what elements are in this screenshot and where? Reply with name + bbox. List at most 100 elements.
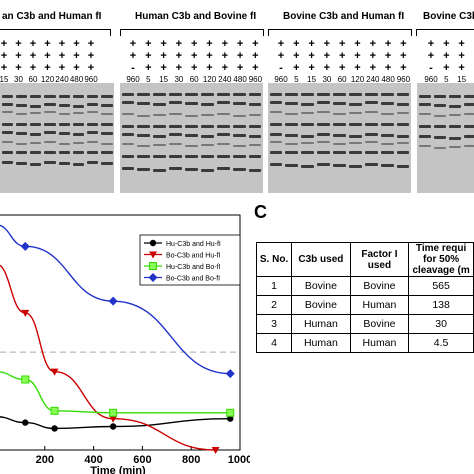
lane-time-label: 240 <box>55 75 69 84</box>
gel-band <box>348 135 362 138</box>
gel-band <box>269 123 283 126</box>
gel-band <box>448 137 461 140</box>
col-header-c3b: C3b used <box>291 242 351 277</box>
lane-plus-mark: + <box>73 38 80 50</box>
lane-plus-mark: + <box>277 38 285 50</box>
lane-plus-mark: + <box>190 50 198 62</box>
lane-time-label: 480 <box>381 75 395 84</box>
gel-band <box>58 162 70 165</box>
lane-plus-mark: + <box>252 62 259 74</box>
gel-band <box>72 142 84 144</box>
lane-plus-mark: + <box>29 62 37 74</box>
lane-plus-mark: + <box>0 50 8 62</box>
gel-band <box>216 133 230 136</box>
gel-band <box>15 104 27 107</box>
gel-band <box>15 123 27 126</box>
gel-band <box>216 167 230 170</box>
lane-plus-mark: + <box>354 50 361 62</box>
lane-plus-mark: + <box>145 50 152 62</box>
gel-band <box>44 103 56 106</box>
gel-band <box>285 123 299 126</box>
gel-band <box>317 111 331 113</box>
lane-plus-mark: + <box>15 50 22 62</box>
data-point-circle <box>51 425 58 432</box>
gel-band <box>396 103 410 106</box>
lane-plus-mark: + <box>400 38 407 50</box>
cell: 2 <box>255 295 293 315</box>
gel-band <box>137 134 151 137</box>
series-line-2 <box>0 264 216 451</box>
x-tick-label: 400 <box>84 454 102 466</box>
gel-band <box>58 132 70 135</box>
gel-band <box>285 93 299 96</box>
table-row: 4 Human Human 4.5 <box>255 333 474 353</box>
lane-plus-mark: + <box>443 62 450 74</box>
lane-plus-mark: + <box>458 62 465 74</box>
lane-plus-mark: + <box>44 50 51 62</box>
gel-band <box>58 113 70 115</box>
gel-band <box>364 123 378 126</box>
gel-band <box>248 114 262 116</box>
table-row: 3 Human Bovine 30 <box>255 314 474 334</box>
gel-band <box>72 151 84 154</box>
lane-plus-mark: + <box>458 50 465 62</box>
lane-time-label: 30 <box>322 75 332 84</box>
gel-band <box>153 144 167 146</box>
gel-band <box>137 125 151 128</box>
lane-time-label: 60 <box>189 75 199 84</box>
gel-band <box>301 112 315 114</box>
lane-plus-mark: + <box>323 38 331 50</box>
data-point-square <box>50 406 59 415</box>
gel-band <box>380 143 394 145</box>
lane-minus-mark: - <box>131 62 135 74</box>
lane-plus-mark: + <box>277 50 285 62</box>
lane-plus-mark: + <box>145 62 152 74</box>
gel-band <box>121 113 135 115</box>
gel-band <box>1 103 13 106</box>
lane-time-label: 15 <box>307 75 317 84</box>
lane-plus-mark: + <box>252 38 259 50</box>
gel-band <box>44 123 56 126</box>
lane-plus-mark: + <box>145 38 152 50</box>
gel-band <box>333 123 346 126</box>
x-tick-label: 600 <box>133 454 151 466</box>
lane-plus-mark: + <box>58 62 66 74</box>
gel-band <box>380 113 394 115</box>
lane-plus-mark: + <box>190 62 198 74</box>
gel-band <box>301 103 315 106</box>
lane-plus-mark: + <box>308 50 315 62</box>
data-point-diamond <box>225 369 235 379</box>
gel-band <box>137 115 151 117</box>
lane-time-label: 15 <box>0 75 9 84</box>
series-line-4 <box>0 224 231 375</box>
lane-plus-mark: + <box>236 38 244 50</box>
plot-frame <box>0 214 241 451</box>
gel-band <box>301 151 315 154</box>
gel-band <box>216 101 230 104</box>
data-point-triangle-down <box>50 368 59 376</box>
gel-band <box>121 155 135 158</box>
lane-plus-mark: + <box>87 50 95 62</box>
gel-band <box>348 151 362 154</box>
gel-band <box>364 101 378 104</box>
gel-band <box>463 103 474 106</box>
lane-plus-mark: + <box>369 62 377 74</box>
gel-band <box>364 151 378 154</box>
gel-band <box>72 112 84 114</box>
lane-plus-mark: + <box>308 38 315 50</box>
gel-band <box>72 123 84 126</box>
cell: Bovine <box>291 276 351 296</box>
gel-band <box>333 134 346 137</box>
gel-band <box>418 125 431 128</box>
gel-band <box>285 134 299 137</box>
gel-band <box>101 132 113 135</box>
gel-band <box>396 135 410 138</box>
gel-band <box>418 145 431 147</box>
gel-band <box>301 123 315 126</box>
lane-minus-mark: - <box>429 62 433 74</box>
gel-band <box>200 125 214 128</box>
gel-band <box>169 133 183 136</box>
lane-plus-mark: + <box>400 50 407 62</box>
gel-band <box>396 93 410 96</box>
gel-band <box>317 123 331 126</box>
